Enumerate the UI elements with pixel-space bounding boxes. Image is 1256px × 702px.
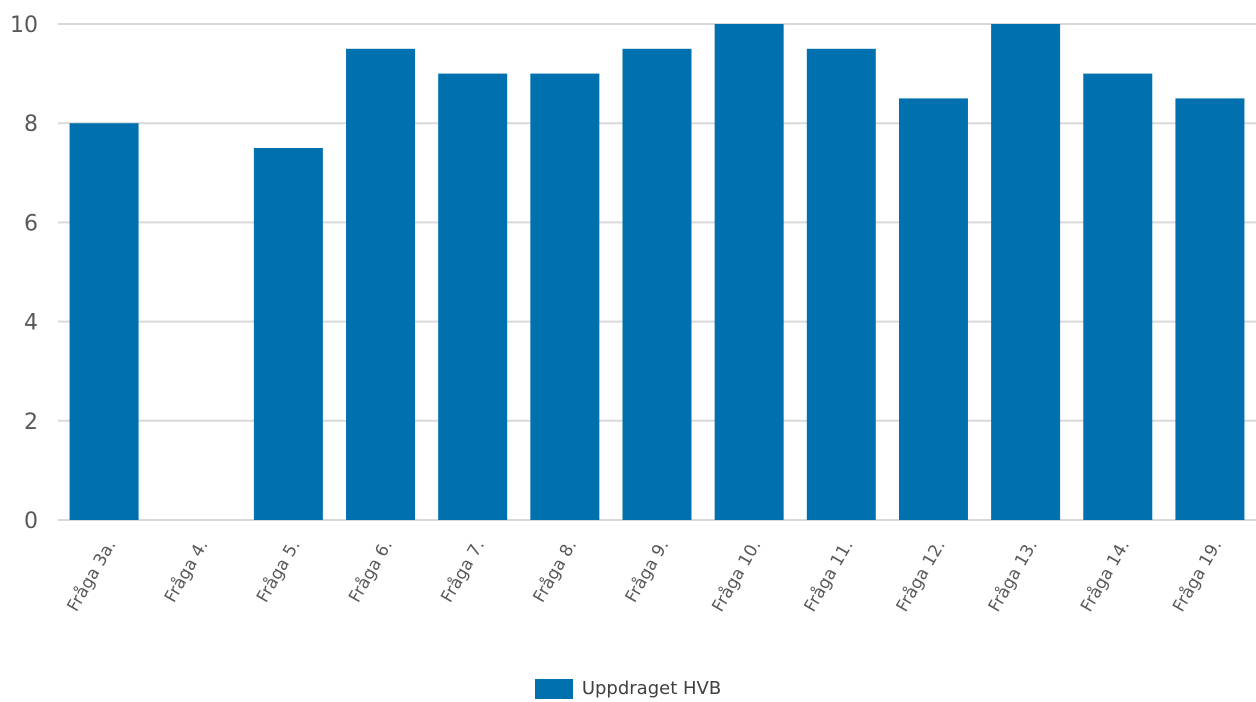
y-tick-label: 6: [24, 211, 38, 236]
x-category-label: Fråga 12.: [892, 536, 950, 615]
x-category-label: Fråga 19.: [1168, 536, 1226, 615]
x-category-label: Fråga 7.: [436, 536, 489, 606]
x-category-label: Fråga 9.: [621, 536, 674, 606]
x-category-label: Fråga 6.: [344, 536, 397, 606]
x-category-label: Fråga 5.: [252, 536, 305, 606]
bar: [253, 148, 323, 520]
bar: [991, 24, 1061, 520]
x-category-label: Fråga 8.: [529, 536, 582, 606]
bar: [530, 73, 600, 520]
bar: [806, 48, 876, 521]
x-category-label: Fråga 4.: [160, 536, 213, 606]
bar: [898, 98, 968, 521]
x-category-label: Fråga 14.: [1076, 536, 1134, 615]
bar: [346, 48, 416, 521]
bar: [1083, 73, 1153, 520]
legend: Uppdraget HVB: [0, 678, 1256, 699]
x-category-label: Fråga 10.: [707, 536, 765, 615]
y-tick-label: 0: [24, 509, 38, 534]
bar-chart: 0 2 4 6 8 10 Fråga 3a. Fråga 4. Fråga 5. Fråga 6.…: [10, 13, 1256, 615]
y-tick-label: 2: [24, 410, 38, 435]
y-tick-label: 4: [24, 311, 38, 336]
legend-swatch: [534, 678, 573, 699]
bar: [1175, 98, 1245, 521]
bar: [69, 123, 139, 520]
bar: [714, 24, 784, 520]
y-tick-label: 10: [10, 13, 38, 38]
y-tick-label: 8: [24, 112, 38, 137]
bar: [438, 73, 508, 520]
bar: [622, 48, 692, 521]
x-category-label: Fråga 3a.: [63, 536, 121, 615]
x-category-label: Fråga 13.: [984, 536, 1042, 615]
x-category-label: Fråga 11.: [800, 536, 858, 615]
legend-label: Uppdraget HVB: [581, 678, 722, 699]
